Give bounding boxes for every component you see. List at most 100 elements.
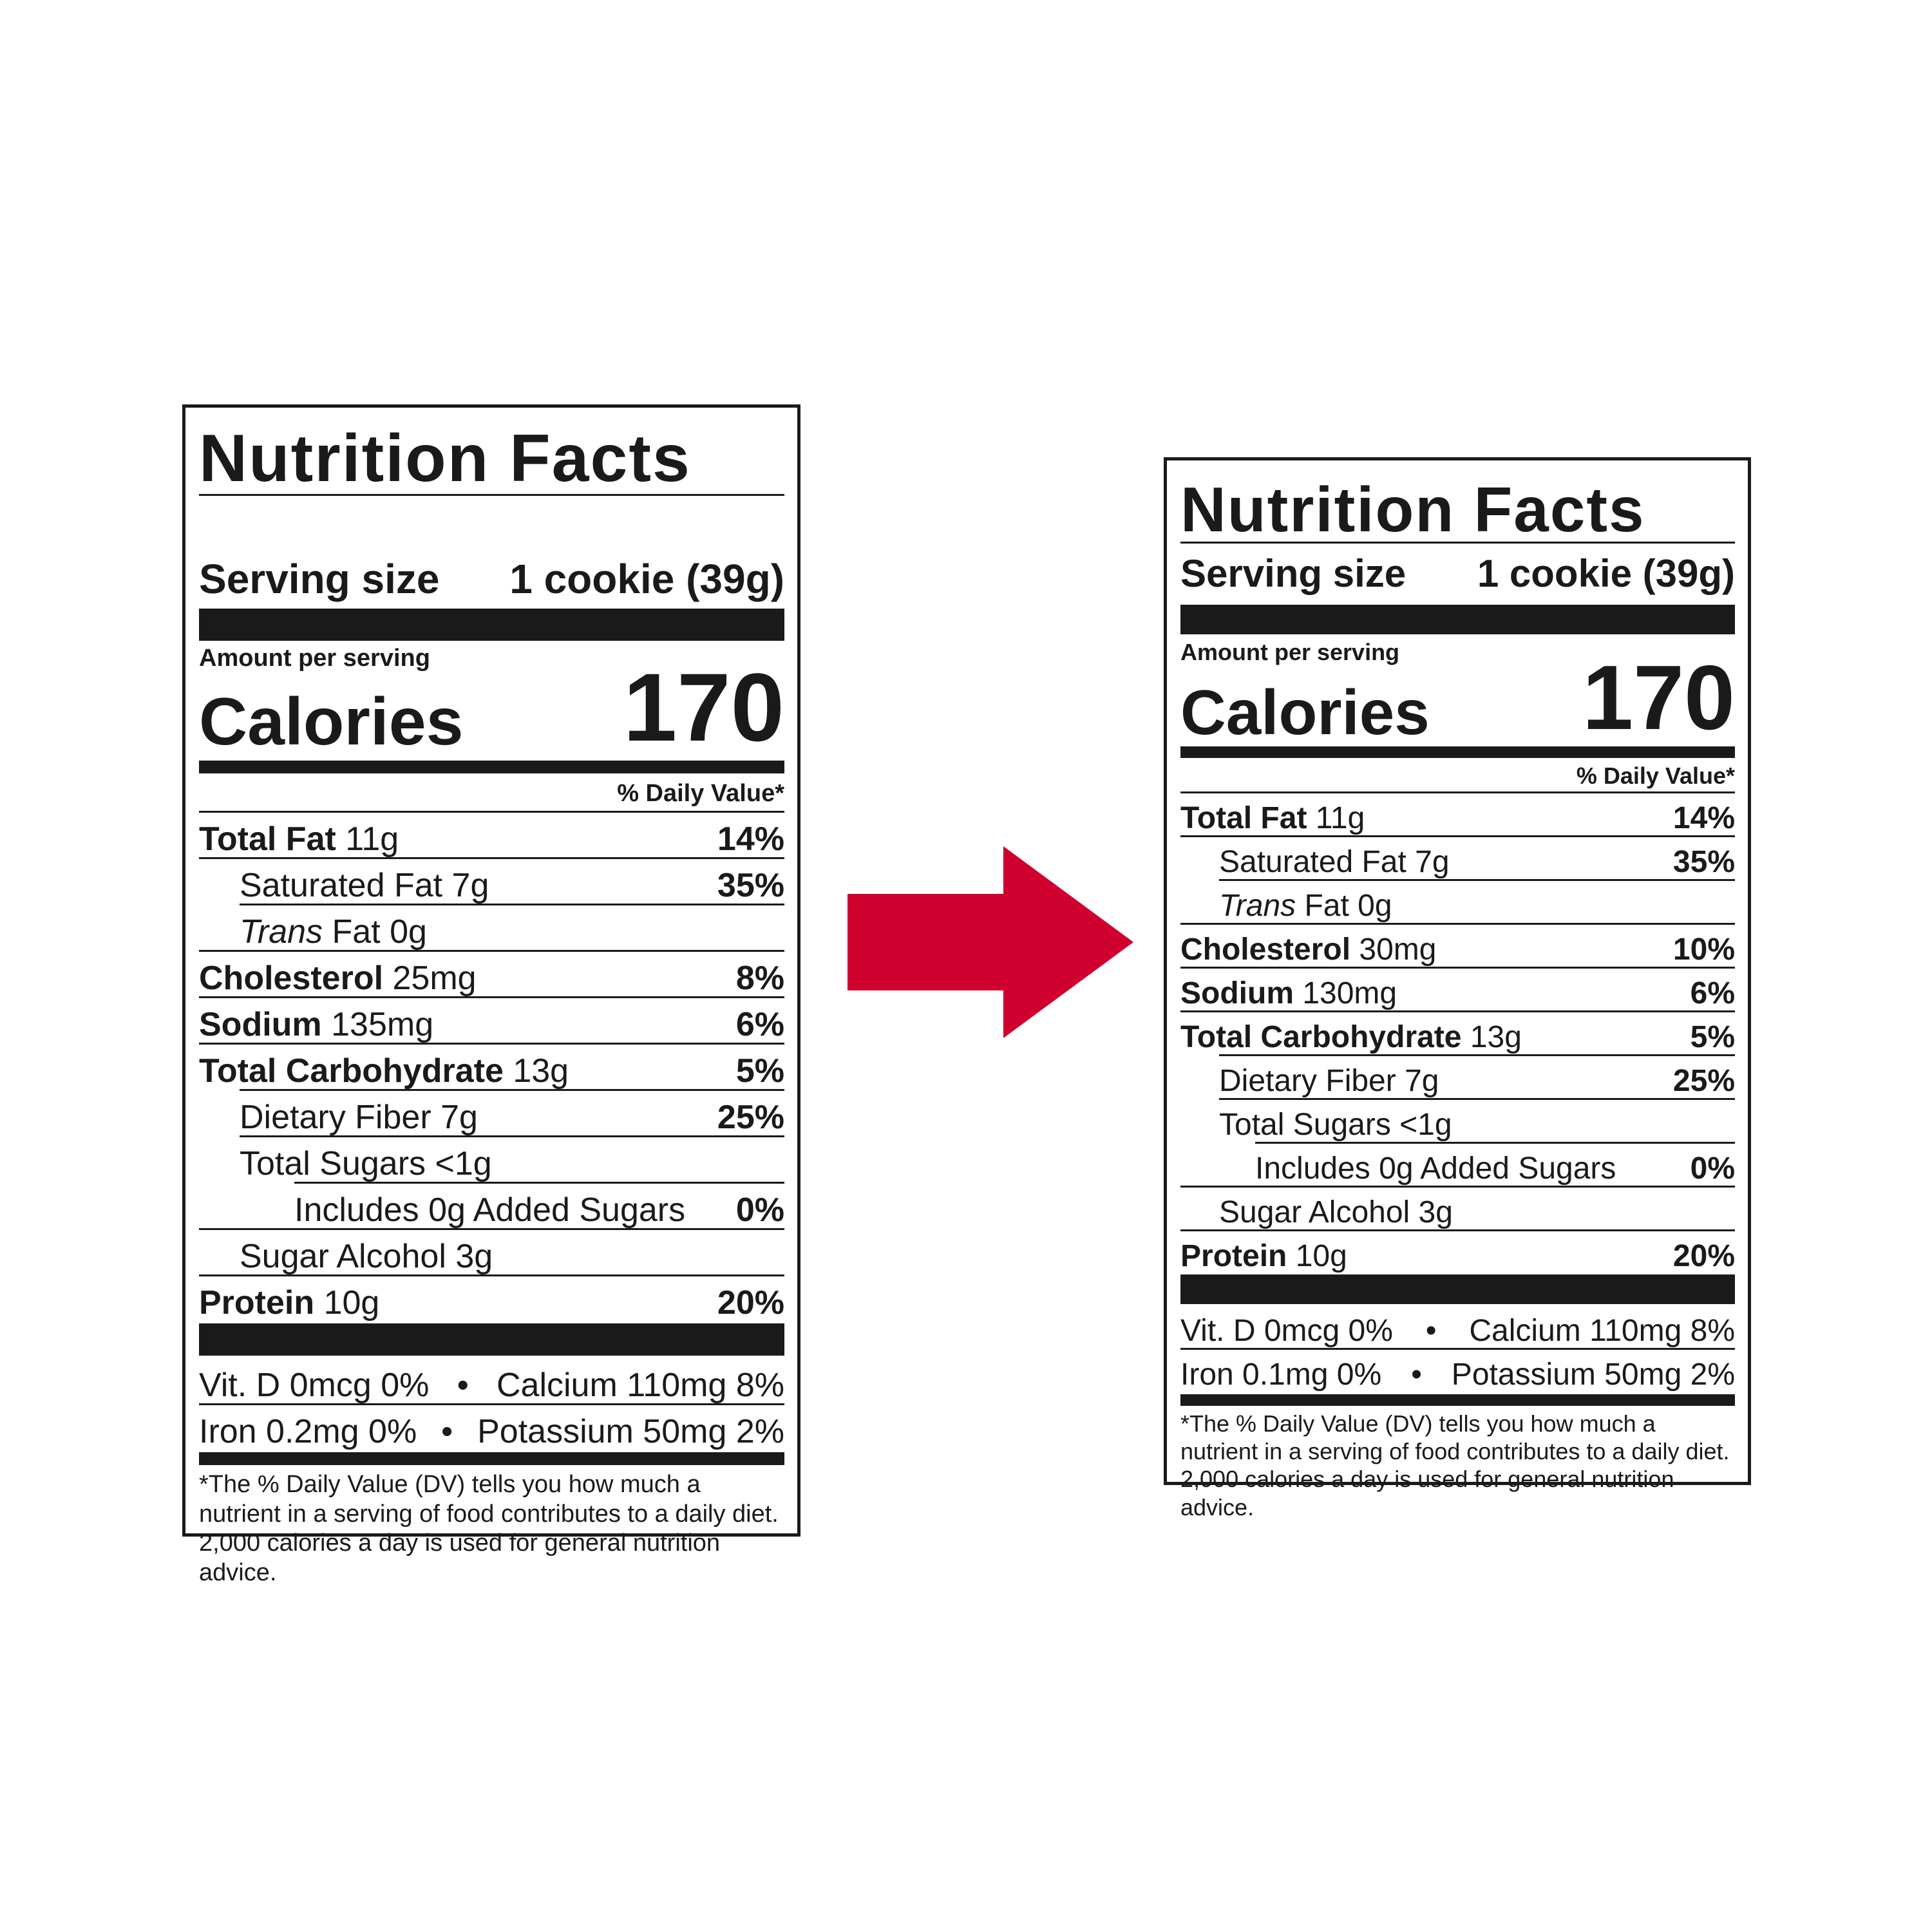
daily-value-header-row: % Daily Value* bbox=[199, 777, 784, 806]
thick-divider bbox=[1180, 746, 1735, 758]
sodium-row: Sodium 130mg 6% bbox=[1180, 969, 1735, 1009]
thick-divider bbox=[1180, 605, 1735, 634]
divider bbox=[199, 494, 784, 496]
footnote: *The % Daily Value (DV) tells you how mu… bbox=[199, 1471, 779, 1586]
sodium-row: Sodium 135mg 6% bbox=[199, 999, 784, 1041]
trans-label: Trans bbox=[240, 913, 323, 951]
divider bbox=[1180, 791, 1735, 793]
daily-value: 14% bbox=[717, 820, 784, 858]
amount-per-serving: Amount per serving bbox=[1180, 639, 1400, 665]
daily-value: 10% bbox=[1672, 933, 1735, 967]
bullet: • bbox=[1411, 1358, 1422, 1392]
divider bbox=[199, 811, 784, 813]
thick-divider bbox=[199, 609, 784, 641]
daily-value: 0% bbox=[735, 1191, 784, 1229]
nutrient-name: Saturated Fat 7g bbox=[240, 867, 489, 904]
daily-value: 8% bbox=[735, 960, 784, 997]
trans-fat-row: Trans Fat 0g bbox=[199, 906, 784, 949]
serving-size-value: 1 cookie (39g) bbox=[1477, 552, 1735, 595]
protein-row: Protein 10g 20% bbox=[1180, 1232, 1735, 1272]
nutrition-label-updated: Nutrition Facts Serving size 1 cookie (3… bbox=[1164, 457, 1751, 1520]
divider bbox=[199, 1403, 784, 1405]
dietary-fiber-row: Dietary Fiber 7g 25% bbox=[1180, 1057, 1735, 1097]
divider bbox=[1180, 835, 1735, 837]
divider bbox=[199, 950, 784, 952]
divider bbox=[1180, 1348, 1735, 1350]
thick-divider bbox=[199, 1323, 784, 1356]
total-sugars-row: Total Sugars <1g bbox=[199, 1138, 784, 1180]
divider bbox=[1219, 1098, 1735, 1100]
calcium: Calcium 110mg 8% bbox=[496, 1367, 784, 1404]
nutrient-name: Sodium bbox=[199, 1006, 322, 1043]
daily-value: 5% bbox=[1690, 1020, 1735, 1054]
divider bbox=[1180, 967, 1735, 969]
nutrient-name: Sugar Alcohol 3g bbox=[1219, 1195, 1453, 1229]
divider bbox=[1219, 1054, 1735, 1056]
amount-per-serving-row: Amount per serving bbox=[1180, 638, 1735, 664]
nutrient-name: Cholesterol bbox=[199, 960, 384, 997]
divider bbox=[1180, 1229, 1735, 1231]
nutrient-name: Sodium bbox=[1180, 976, 1294, 1010]
divider bbox=[240, 1135, 784, 1137]
added-sugars-row: Includes 0g Added Sugars 0% bbox=[1180, 1144, 1735, 1184]
thick-divider bbox=[1180, 1394, 1735, 1406]
total-carbohydrate-row: Total Carbohydrate 13g 5% bbox=[1180, 1013, 1735, 1053]
minerals-row-1: Vit. D 0mcg 0% • Calcium 110mg 8% bbox=[1180, 1307, 1735, 1347]
divider bbox=[294, 1182, 784, 1184]
daily-value: 35% bbox=[1672, 845, 1735, 879]
daily-value: 35% bbox=[717, 867, 784, 904]
daily-value: 25% bbox=[717, 1099, 784, 1136]
total-sugars-row: Total Sugars <1g bbox=[1180, 1101, 1735, 1141]
divider bbox=[240, 904, 784, 905]
nutrient-amount: 10g bbox=[1287, 1239, 1347, 1273]
nutrient-name: Total Carbohydrate bbox=[1180, 1020, 1462, 1054]
cholesterol-row: Cholesterol 30mg 10% bbox=[1180, 925, 1735, 965]
nutrient-name: Total Carbohydrate bbox=[199, 1052, 504, 1090]
footnote: *The % Daily Value (DV) tells you how mu… bbox=[1180, 1410, 1730, 1520]
bullet: • bbox=[457, 1367, 469, 1404]
daily-value-header: % Daily Value* bbox=[1576, 762, 1735, 789]
nutrient-amount: 130mg bbox=[1294, 976, 1397, 1010]
daily-value: 14% bbox=[1672, 801, 1735, 835]
sugar-alcohol-row: Sugar Alcohol 3g bbox=[199, 1231, 784, 1273]
divider bbox=[1180, 1186, 1735, 1188]
daily-value: 20% bbox=[717, 1284, 784, 1321]
serving-size-label: Serving size bbox=[199, 556, 440, 602]
divider bbox=[199, 1274, 784, 1276]
bullet: • bbox=[1425, 1314, 1437, 1348]
divider bbox=[199, 1043, 784, 1045]
daily-value: 6% bbox=[735, 1006, 784, 1043]
divider bbox=[199, 996, 784, 998]
minerals-row-2: Iron 0.2mg 0% • Potassium 50mg 2% bbox=[199, 1406, 784, 1448]
serving-size-row: Serving size 1 cookie (39g) bbox=[1180, 547, 1735, 593]
nutrient-name: Cholesterol bbox=[1180, 933, 1351, 967]
divider bbox=[1180, 1010, 1735, 1012]
minerals-row-1: Vit. D 0mcg 0% • Calcium 110mg 8% bbox=[199, 1359, 784, 1402]
total-carbohydrate-row: Total Carbohydrate 13g 5% bbox=[199, 1045, 784, 1088]
iron: Iron 0.2mg 0% bbox=[199, 1413, 417, 1450]
daily-value: 5% bbox=[735, 1052, 784, 1090]
divider bbox=[1180, 542, 1735, 544]
potassium: Potassium 50mg 2% bbox=[1451, 1358, 1735, 1392]
sugar-alcohol-row: Sugar Alcohol 3g bbox=[1180, 1188, 1735, 1228]
nutrient-name: Total Sugars <1g bbox=[240, 1145, 492, 1182]
saturated-fat-row: Saturated Fat 7g 35% bbox=[1180, 838, 1735, 878]
serving-size-row: Serving size 1 cookie (39g) bbox=[199, 553, 784, 600]
trans-label: Trans bbox=[1219, 889, 1296, 923]
calories-label: Calories bbox=[1180, 677, 1430, 748]
nutrient-amount: 30mg bbox=[1350, 933, 1437, 967]
saturated-fat-row: Saturated Fat 7g 35% bbox=[199, 860, 784, 902]
daily-value: 6% bbox=[1690, 976, 1735, 1010]
vit-d: Vit. D 0mcg 0% bbox=[199, 1367, 430, 1404]
thick-divider bbox=[199, 1452, 784, 1465]
nutrient-amount: 13g bbox=[1461, 1020, 1522, 1054]
calories-value: 170 bbox=[623, 653, 784, 761]
nutrient-name: Sugar Alcohol 3g bbox=[240, 1238, 493, 1275]
nutrient-name: Dietary Fiber 7g bbox=[240, 1099, 478, 1136]
divider bbox=[1219, 879, 1735, 881]
potassium: Potassium 50mg 2% bbox=[477, 1413, 784, 1450]
bullet: • bbox=[441, 1413, 453, 1450]
nutrient-amount: 11g bbox=[336, 820, 399, 858]
calories-row: Calories 170 bbox=[199, 659, 784, 755]
nutrient-name: Total Sugars <1g bbox=[1219, 1108, 1452, 1142]
